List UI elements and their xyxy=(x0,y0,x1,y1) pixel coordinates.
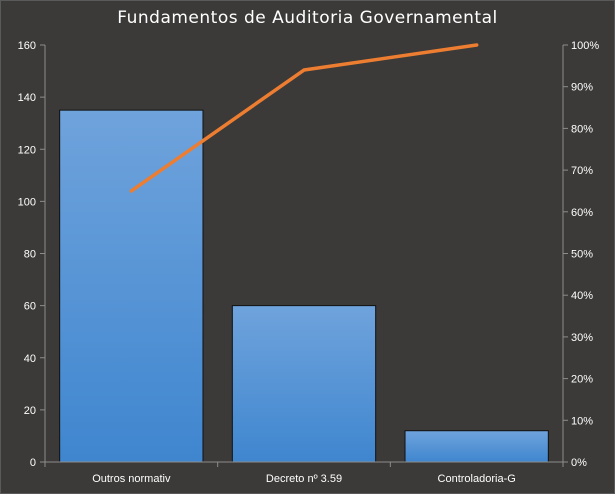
x-tick-label: Controladoria-G xyxy=(438,473,516,485)
y-tick-label: 20 xyxy=(24,405,36,417)
line-point xyxy=(475,43,479,47)
y-tick-label: 0 xyxy=(30,457,36,469)
y-tick-label: 60 xyxy=(24,301,36,313)
y2-tick-label: 50% xyxy=(571,249,593,261)
y-tick-label: 40 xyxy=(24,353,36,365)
bar xyxy=(231,305,377,463)
y-tick-label: 100 xyxy=(18,196,36,208)
y2-tick-label: 20% xyxy=(571,374,593,386)
y2-tick-label: 30% xyxy=(571,332,593,344)
y2-tick-label: 60% xyxy=(571,207,593,219)
y2-tick-label: 80% xyxy=(571,123,593,135)
y-tick-label: 160 xyxy=(18,40,36,52)
y2-tick-label: 10% xyxy=(571,415,593,427)
y-axis-left: 0 20 40 60 80 100 120 140 160 xyxy=(18,40,46,469)
y2-tick-label: 70% xyxy=(571,165,593,177)
bar-series xyxy=(59,109,549,463)
y2-tick-label: 0% xyxy=(571,457,587,469)
chart-title: Fundamentos de Auditoria Governamental xyxy=(117,8,498,28)
y-tick-label: 80 xyxy=(24,249,36,261)
cumulative-line-series xyxy=(129,43,479,193)
x-axis: Outros normativ Decreto nº 3.59 Controlado… xyxy=(44,461,564,485)
y-tick-label: 140 xyxy=(18,92,36,104)
bar xyxy=(404,430,549,463)
line-point xyxy=(129,189,133,193)
y-tick-label: 120 xyxy=(18,144,36,156)
line-point xyxy=(302,68,306,72)
x-tick-label: Decreto nº 3.59 xyxy=(266,473,342,485)
y-axis-right: 0% 10% 20% 30% 40% 50% 60% 70% 80% 90% 100% xyxy=(562,40,599,469)
y2-tick-label: 90% xyxy=(571,82,593,94)
bar xyxy=(59,109,204,463)
x-tick-label: Outros normativ xyxy=(92,473,171,485)
y2-tick-label: 40% xyxy=(571,290,593,302)
y2-tick-label: 100% xyxy=(571,40,599,52)
